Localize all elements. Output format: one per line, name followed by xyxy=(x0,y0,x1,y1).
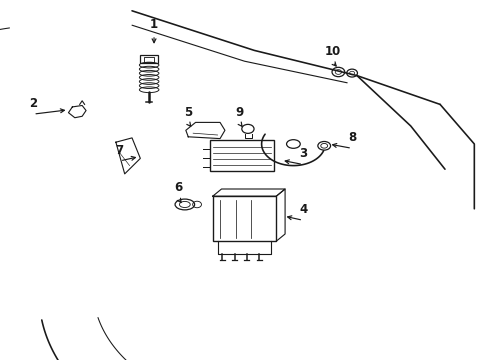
Text: 6: 6 xyxy=(174,181,182,194)
Text: 7: 7 xyxy=(116,144,123,157)
Text: 3: 3 xyxy=(299,147,306,160)
Text: 9: 9 xyxy=(235,106,243,119)
Text: 8: 8 xyxy=(347,131,355,144)
Text: 10: 10 xyxy=(324,45,340,58)
Text: 2: 2 xyxy=(29,97,37,110)
Bar xyxy=(212,196,276,241)
Text: 4: 4 xyxy=(299,203,306,216)
Text: 1: 1 xyxy=(150,18,158,31)
Bar xyxy=(210,140,273,171)
Text: 5: 5 xyxy=(184,106,192,119)
